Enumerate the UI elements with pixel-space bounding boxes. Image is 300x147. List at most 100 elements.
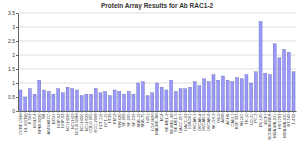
x-tick-mark bbox=[81, 111, 82, 113]
bar bbox=[165, 90, 168, 111]
bar bbox=[104, 91, 107, 111]
bar bbox=[146, 96, 149, 111]
bar bbox=[292, 72, 295, 111]
chart-title: Protein Array Results for Ab RAC1-2 bbox=[101, 2, 214, 10]
bar bbox=[217, 80, 220, 111]
grid-line bbox=[18, 13, 296, 14]
x-tick-mark bbox=[114, 111, 115, 113]
x-tick-mark bbox=[109, 111, 110, 113]
bar bbox=[207, 82, 210, 111]
x-axis-line bbox=[19, 111, 297, 112]
y-axis-line bbox=[18, 14, 19, 112]
bar bbox=[236, 77, 239, 111]
bar bbox=[75, 90, 78, 111]
bar bbox=[71, 89, 74, 111]
x-tick-mark bbox=[105, 111, 106, 113]
x-tick-mark bbox=[161, 111, 162, 113]
bar bbox=[80, 96, 83, 111]
bar bbox=[264, 73, 267, 111]
y-tick-label: 1 bbox=[12, 80, 15, 86]
bar bbox=[127, 91, 130, 111]
x-tick-mark bbox=[48, 111, 49, 113]
y-tick-mark bbox=[16, 97, 18, 98]
x-tick-mark bbox=[152, 111, 153, 113]
x-tick-mark bbox=[241, 111, 242, 113]
bar bbox=[151, 93, 154, 111]
x-tick-mark bbox=[62, 111, 63, 113]
bars bbox=[19, 21, 295, 111]
x-tick-mark bbox=[91, 111, 92, 113]
bar bbox=[268, 75, 271, 111]
bar bbox=[90, 94, 93, 111]
bar bbox=[184, 89, 187, 111]
x-tick-mark bbox=[194, 111, 195, 113]
y-tick-mark bbox=[16, 69, 18, 70]
x-tick-mark bbox=[284, 111, 285, 113]
chart: Protein Array Results for Ab RAC1-200.51… bbox=[0, 0, 300, 147]
x-tick-mark bbox=[166, 111, 167, 113]
y-tick-mark bbox=[16, 13, 18, 14]
plot-area: 00.511.522.533.5CCRF-CEMHL-60(TB)K-562MO… bbox=[8, 10, 296, 139]
x-tick-mark bbox=[72, 111, 73, 113]
x-tick-mark bbox=[208, 111, 209, 113]
y-tick: 3.5 bbox=[8, 10, 18, 16]
x-tick-mark bbox=[288, 111, 289, 113]
bar bbox=[42, 90, 45, 111]
grid-line bbox=[18, 27, 296, 28]
y-tick: 2 bbox=[12, 52, 18, 58]
x-tick-mark bbox=[274, 111, 275, 113]
x-tick-mark bbox=[39, 111, 40, 113]
x-tick-mark bbox=[147, 111, 148, 113]
x-tick-mark bbox=[213, 111, 214, 113]
x-tick-label: T-47D bbox=[291, 113, 296, 124]
bar bbox=[132, 94, 135, 111]
x-tick-mark bbox=[227, 111, 228, 113]
x-tick-mark bbox=[100, 111, 101, 113]
bar bbox=[28, 89, 31, 111]
grid bbox=[18, 13, 296, 111]
x-tick-mark bbox=[269, 111, 270, 113]
x-tick-mark bbox=[175, 111, 176, 113]
x-tick-mark bbox=[265, 111, 266, 113]
x-tick-mark bbox=[218, 111, 219, 113]
bar bbox=[33, 94, 36, 111]
y-tick: 2.5 bbox=[8, 38, 18, 44]
bar bbox=[278, 58, 281, 111]
bar bbox=[113, 90, 116, 111]
bar bbox=[24, 97, 27, 111]
bar bbox=[137, 83, 140, 111]
x-axis: CCRF-CEMHL-60(TB)K-562MOLT-4RPMI-8226SRA… bbox=[18, 111, 297, 140]
x-tick-mark bbox=[76, 111, 77, 113]
y-tick: 0.5 bbox=[8, 94, 18, 100]
x-tick-mark bbox=[204, 111, 205, 113]
bar bbox=[250, 83, 253, 111]
bar bbox=[141, 82, 144, 111]
bar bbox=[254, 72, 257, 111]
x-tick-mark bbox=[255, 111, 256, 113]
bar bbox=[38, 80, 41, 111]
bar bbox=[203, 79, 206, 111]
y-tick-mark bbox=[16, 111, 18, 112]
x-tick-mark bbox=[53, 111, 54, 113]
bar bbox=[61, 93, 64, 111]
y-tick-label: 3.5 bbox=[8, 10, 15, 16]
x-tick-mark bbox=[133, 111, 134, 113]
y-axis: 00.511.522.533.5 bbox=[8, 10, 18, 114]
bar bbox=[160, 87, 163, 111]
bar bbox=[198, 86, 201, 111]
x-tick-mark bbox=[260, 111, 261, 113]
x-tick: T-47D bbox=[291, 111, 296, 124]
bar bbox=[283, 49, 286, 111]
y-tick: 3 bbox=[12, 24, 18, 30]
x-tick-mark bbox=[279, 111, 280, 113]
y-tick-mark bbox=[16, 83, 18, 84]
x-tick-mark bbox=[157, 111, 158, 113]
bar bbox=[155, 83, 158, 111]
x-tick-mark bbox=[171, 111, 172, 113]
y-tick: 1.5 bbox=[8, 66, 18, 72]
y-tick-label: 0.5 bbox=[8, 94, 15, 100]
bar bbox=[221, 76, 224, 111]
grid-line bbox=[18, 41, 296, 42]
x-tick-mark bbox=[293, 111, 294, 113]
x-tick-mark bbox=[20, 111, 21, 113]
